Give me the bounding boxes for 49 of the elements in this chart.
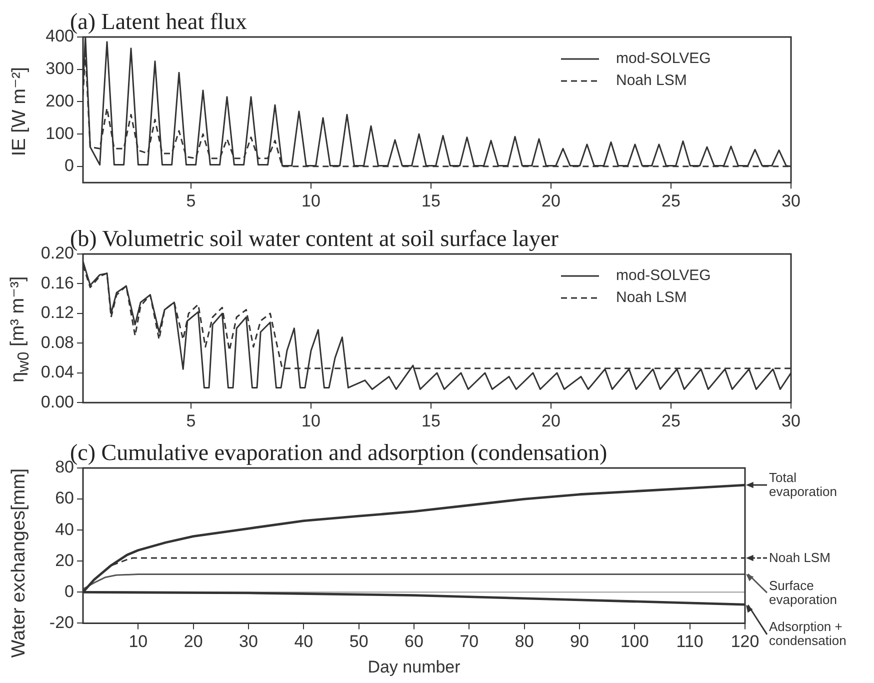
y-tick-label: 0.08 [40, 332, 74, 352]
x-tick-label: 20 [542, 191, 560, 210]
x-tick-label: 10 [302, 411, 320, 430]
x-tick-label: 90 [570, 632, 589, 652]
x-tick-label: 15 [422, 191, 440, 210]
x-tick-label: 30 [782, 411, 800, 430]
y-tick-label: -20 [49, 612, 74, 632]
legend-label: mod-SOLVEG [616, 50, 711, 68]
x-tick-label: 25 [662, 411, 680, 430]
legend-label: Noah LSM [769, 550, 832, 566]
y-tick-label: 40 [55, 520, 74, 539]
x-tick-label: 20 [542, 411, 560, 430]
y-tick-label: 60 [55, 488, 74, 508]
x-tick-label: 30 [782, 191, 800, 210]
legend-label: Total evaporation [769, 470, 838, 500]
legend-label: mod-SOLVEG [616, 267, 711, 284]
x-tick-label: 25 [662, 191, 680, 210]
legend-label: Noah LSM [616, 289, 687, 306]
y-tick-label: 0.04 [40, 362, 74, 382]
x-tick-label: 110 [676, 632, 704, 652]
x-tick-label: 50 [349, 632, 368, 652]
x-tick-label: 5 [186, 191, 196, 210]
x-tick-label: 5 [186, 411, 196, 430]
x-tick-label: 120 [730, 632, 760, 652]
x-axis-title: Day number [368, 657, 461, 676]
y-tick-label: 200 [46, 91, 74, 110]
y-tick-label: 100 [46, 124, 74, 143]
x-tick-label: 100 [620, 632, 649, 652]
y-tick-label: 0.12 [40, 303, 74, 322]
x-tick-label: 40 [294, 632, 314, 652]
x-tick-label: 15 [422, 411, 440, 430]
y-tick-label: 300 [46, 59, 74, 78]
legend-label: Surface evaporation [769, 578, 838, 608]
legend-label: Adsorption + condensation [769, 619, 848, 648]
x-tick-label: 20 [184, 632, 203, 652]
legend-label: Noah LSM [616, 72, 687, 90]
y-tick-label: 0.00 [40, 392, 74, 412]
x-tick-label: 70 [460, 632, 479, 652]
x-tick-label: 60 [404, 632, 424, 652]
y-tick-label: 0.16 [40, 273, 74, 292]
y-tick-label: 0 [64, 582, 74, 601]
x-tick-label: 10 [128, 632, 148, 652]
y-axis-title: IE [W m⁻²] [8, 66, 32, 156]
x-tick-label: 30 [239, 632, 258, 652]
y-tick-label: 20 [55, 550, 74, 570]
x-tick-label: 10 [302, 191, 320, 210]
y-tick-label: 0 [64, 156, 74, 176]
y-axis-title: Water exchanges[mm] [9, 468, 31, 658]
x-tick-label: 80 [514, 632, 534, 652]
